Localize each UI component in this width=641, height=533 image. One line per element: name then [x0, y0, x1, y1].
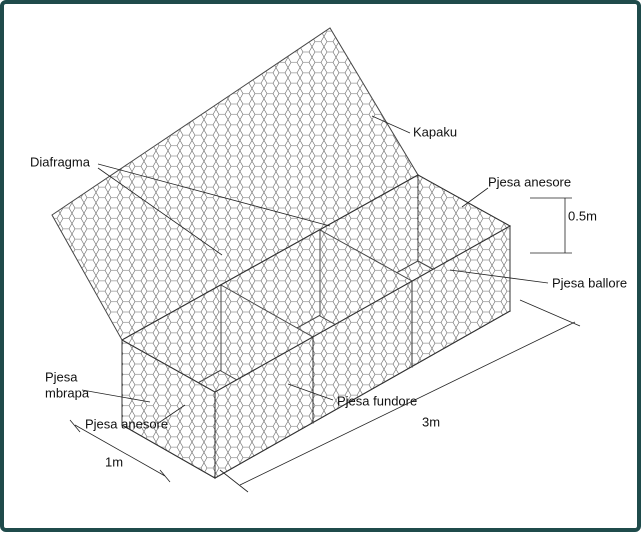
label-back: Pjesa	[45, 369, 78, 384]
label-side-bottom: Pjesa anesore	[85, 416, 168, 431]
diagram-frame: Kapaku Diafragma Pjesa anesore 0.5m Pjes…	[0, 0, 641, 532]
label-height: 0.5m	[568, 208, 597, 223]
label-length: 3m	[422, 414, 440, 429]
label-bottom: Pjesa fundore	[337, 393, 417, 408]
label-lid: Kapaku	[413, 124, 457, 139]
label-front: Pjesa ballore	[552, 275, 627, 290]
label-side-top: Pjesa anesore	[488, 174, 571, 189]
label-back: mbrapa	[45, 385, 90, 400]
label-diaphragm: Diafragma	[30, 154, 91, 169]
gabion-diagram: Kapaku Diafragma Pjesa anesore 0.5m Pjes…	[4, 4, 637, 528]
label-width: 1m	[105, 454, 123, 469]
